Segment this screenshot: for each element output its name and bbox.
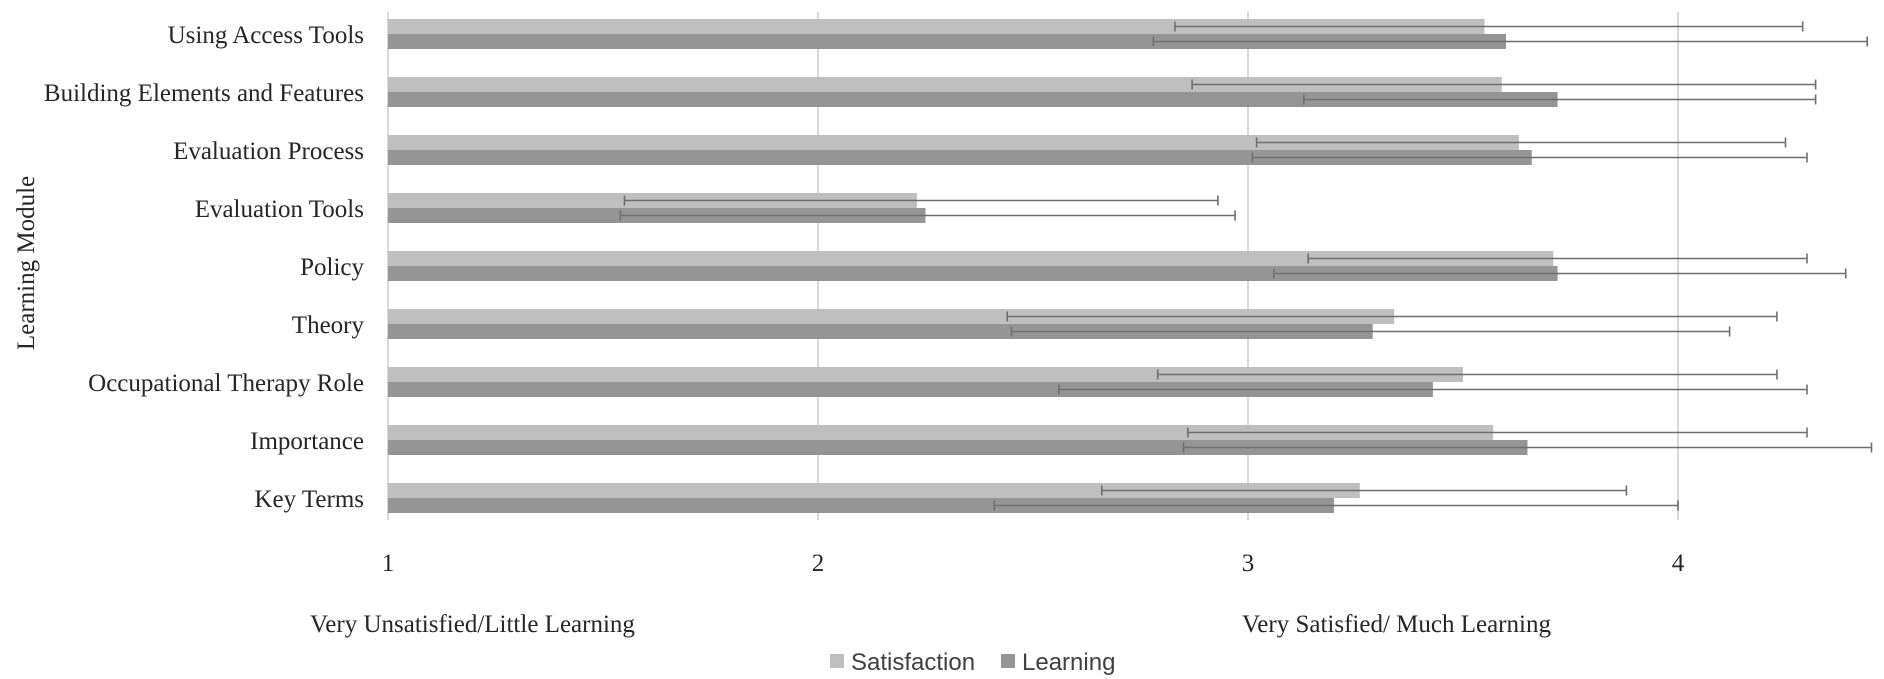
bar-satisfaction: [388, 19, 1485, 34]
category-label: Occupational Therapy Role: [88, 370, 364, 397]
low-anchor-label: Very Unsatisfied/Little Learning: [310, 611, 635, 638]
legend-label-satisfaction: Satisfaction: [851, 649, 975, 676]
category-labels: Using Access Tools Building Elements and …: [44, 22, 365, 513]
bar-satisfaction: [388, 309, 1395, 324]
bar-learning: [388, 92, 1558, 107]
bar-learning: [388, 382, 1433, 397]
bar-learning: [388, 324, 1373, 339]
bar-satisfaction: [388, 367, 1463, 382]
category-label: Policy: [300, 254, 364, 281]
bar-satisfaction: [388, 135, 1519, 150]
category-label: Theory: [292, 312, 365, 339]
bar-satisfaction: [388, 483, 1360, 498]
bar-satisfaction: [388, 425, 1494, 440]
x-tick-label: 4: [1672, 550, 1685, 577]
error-bars: [619, 21, 1873, 511]
category-label: Evaluation Process: [173, 138, 364, 165]
bar-satisfaction: [388, 251, 1554, 266]
bars: [388, 19, 1558, 513]
legend: Satisfaction Learning: [830, 649, 1115, 676]
high-anchor-label: Very Satisfied/ Much Learning: [1242, 611, 1551, 638]
x-tick-label: 1: [382, 550, 395, 577]
bar-learning: [388, 150, 1532, 165]
category-label: Using Access Tools: [168, 22, 364, 49]
bar-learning: [388, 498, 1334, 513]
bar-learning: [388, 440, 1528, 455]
x-tick-label: 3: [1242, 550, 1255, 577]
y-axis-title: Learning Module: [13, 176, 40, 350]
category-label: Evaluation Tools: [195, 196, 364, 223]
category-label: Key Terms: [254, 486, 364, 513]
legend-swatch-satisfaction: [830, 654, 844, 668]
category-label: Importance: [250, 428, 364, 455]
bar-learning: [388, 34, 1506, 49]
bar-satisfaction: [388, 77, 1502, 92]
legend-label-learning: Learning: [1022, 649, 1115, 676]
bar-learning: [388, 266, 1558, 281]
legend-swatch-learning: [1001, 654, 1015, 668]
x-tick-labels: 1 2 3 4: [382, 550, 1685, 577]
x-tick-label: 2: [812, 550, 825, 577]
category-label: Building Elements and Features: [44, 80, 364, 107]
